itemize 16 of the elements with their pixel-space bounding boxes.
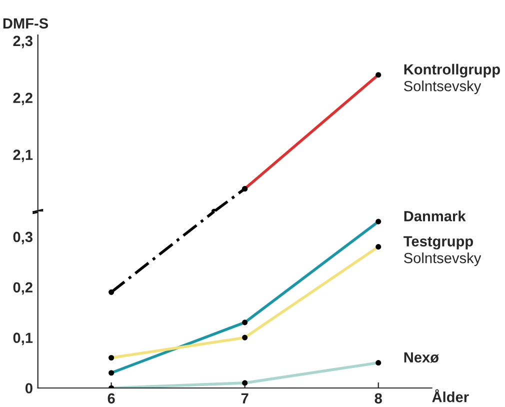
x-tick-label: 8 (374, 393, 382, 404)
y-axis-title: DMF-S (3, 18, 48, 29)
series-label: Kontrollgrupp Solntsevsky (404, 64, 500, 94)
series-label: Testgrupp Solntsevsky (404, 236, 482, 266)
series-label: Nexø (404, 352, 439, 363)
x-tick-label: 6 (108, 393, 115, 404)
series-label: Danmark (404, 210, 466, 222)
x-tick-label: 7 (241, 393, 248, 404)
x-axis-title: Ålder (432, 389, 469, 402)
y-tick-label: 0,3 (13, 232, 32, 244)
y-tick-label: 0 (25, 383, 32, 394)
y-tick-label: 2,3 (13, 36, 32, 48)
y-tick-label: 2,2 (13, 92, 32, 106)
y-tick-label: 2,1 (13, 150, 33, 162)
y-tick-label: 0,2 (13, 282, 32, 295)
y-tick-label: 0,1 (13, 332, 33, 346)
